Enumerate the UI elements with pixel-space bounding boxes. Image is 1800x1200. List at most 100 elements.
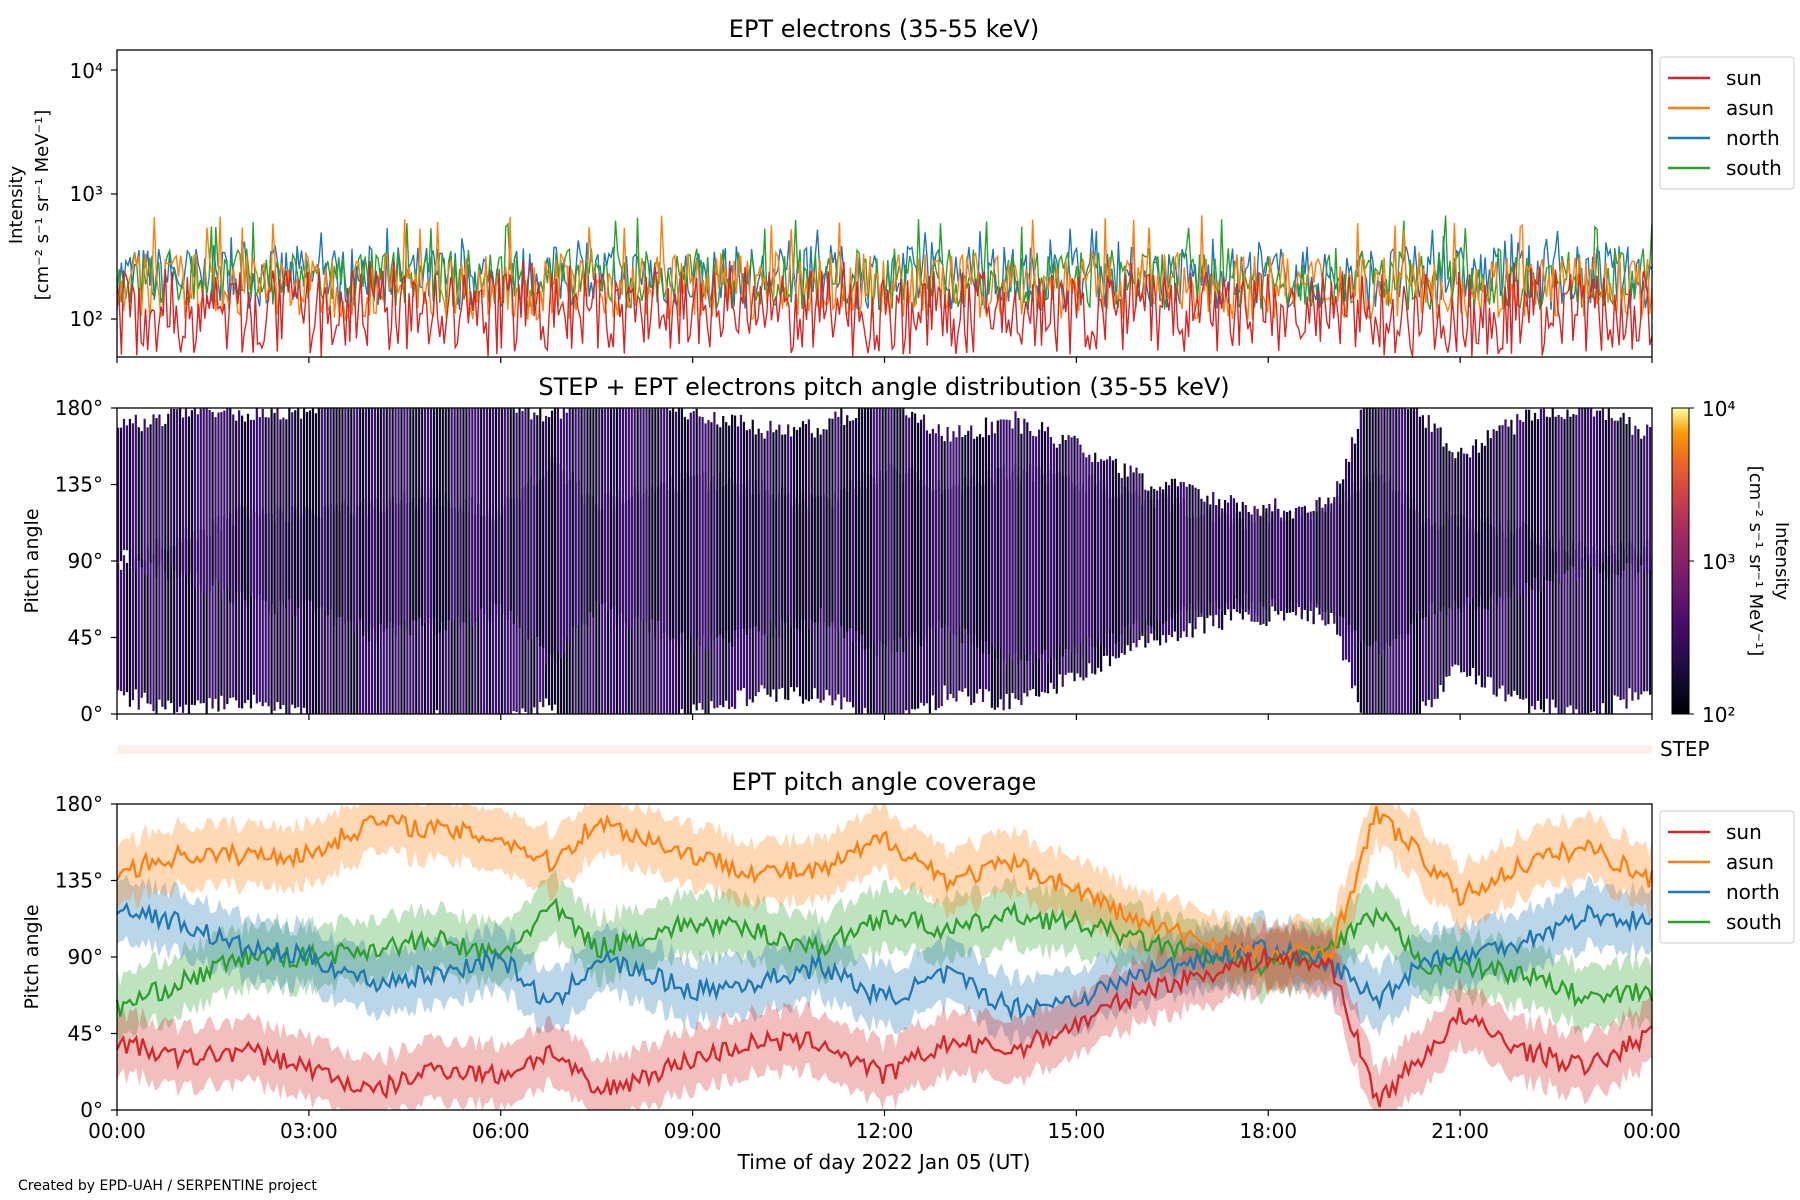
pad-cell [488,408,492,622]
legend-label: asun [1726,96,1774,120]
pad-cell [273,412,276,615]
xtick-label: 03:00 [280,1119,338,1143]
pad-cell [1424,427,1427,618]
xtick: 03:00 [280,1110,338,1143]
pad-cell [692,411,695,653]
pad-cell [167,550,170,701]
pad-cell [435,408,439,636]
pad-cell [530,419,533,640]
pad-cell [1507,426,1510,597]
pad-cell [202,408,205,594]
pad-cell [565,412,568,639]
pad-cell [1029,431,1032,655]
pad-cell [1598,563,1602,714]
pad-cell [1150,486,1153,627]
intensity-panel: EPT electrons (35-55 keV) Intensity [cm⁻… [6,15,1795,363]
pad-cell [1418,512,1422,714]
pad-cell [1581,558,1584,714]
pad-cell [1560,536,1563,714]
pad-cell [757,428,760,632]
panel3-legend: sun asun north south [1659,810,1795,944]
pad-cell [536,415,539,637]
pad-cell [1539,408,1543,592]
pad-cell [308,410,312,601]
pad-cell [223,515,226,710]
pad-cell [217,516,220,712]
pad-cell [1342,479,1345,618]
pad-cell [1430,525,1433,708]
pad-cell [1498,521,1501,689]
pad-cell [214,417,217,579]
pad-cell [1088,454,1091,638]
pad-cell [320,408,323,607]
pad-cell [1451,452,1454,611]
pad-cell [140,431,143,568]
ytick-label: 10² [70,307,103,331]
ytick-label: 45° [68,1022,103,1046]
pad-cell [1221,508,1224,612]
coverage-series-group [115,804,1654,1110]
pad-cell [1643,435,1646,572]
pad-cell [804,424,808,620]
pad-cell [1353,443,1357,631]
pad-cell [1368,408,1371,646]
pad-cell [367,408,371,642]
xtick-label: 18:00 [1239,1119,1297,1143]
pad-cell [432,408,436,618]
pad-cell [1389,408,1392,647]
pad-cell [1463,453,1466,605]
pad-cell [1622,549,1625,700]
pad-cell [329,408,332,609]
pad-cell [320,518,323,714]
pad-cell [630,408,633,629]
pad-cell [589,408,592,613]
pad-cell [285,419,288,609]
panel2-yticks: 0° 45° 90° 135° 180° [55,396,117,726]
pad-cell [1522,421,1525,590]
pad-cell [190,537,194,705]
pad-cell [314,413,317,613]
panel1-xticks [116,357,1653,363]
pad-cell [181,538,185,713]
pad-cell [1156,490,1159,620]
pad-cell [801,421,805,620]
pad-cell [497,408,501,616]
pad-cell [976,436,979,648]
pad-cell [302,507,306,708]
pad-cell [500,408,503,605]
legend-label: north [1726,126,1780,150]
pad-cell [190,410,194,574]
pad-cell [193,408,196,589]
pad-cell [1530,420,1534,590]
ytick: 0° [80,702,117,726]
pad-cell [506,408,509,621]
pad-cell [663,408,666,634]
pad-cell [397,408,400,626]
xtick: 06:00 [472,1110,530,1143]
pad-cell [152,553,155,712]
pad-cell [1640,556,1643,695]
pad-cell [1108,456,1112,630]
pad-cell [167,413,170,581]
pad-cell [344,408,347,624]
pad-cell [1188,484,1191,605]
legend-item-north: north [1668,880,1780,904]
pad-cell [559,418,562,659]
pad-cell [176,409,179,578]
ytick-label: 180° [55,792,103,816]
pad-cell [1625,556,1628,709]
pad-cell [857,408,861,642]
pad-cell [143,560,146,693]
pad-cell [1318,497,1321,615]
pad-cell [243,421,247,600]
pad-cell [137,427,140,561]
pad-cell [1161,489,1165,624]
pad-cell [1141,473,1144,634]
pad-cell [598,408,601,604]
pad-cell [1631,434,1634,565]
pad-cell [1398,408,1401,635]
pad-cell [317,408,320,609]
xtick: 00:00 [1623,1110,1681,1143]
pad-cell [1569,416,1572,565]
xtick: 21:00 [1431,1110,1489,1143]
